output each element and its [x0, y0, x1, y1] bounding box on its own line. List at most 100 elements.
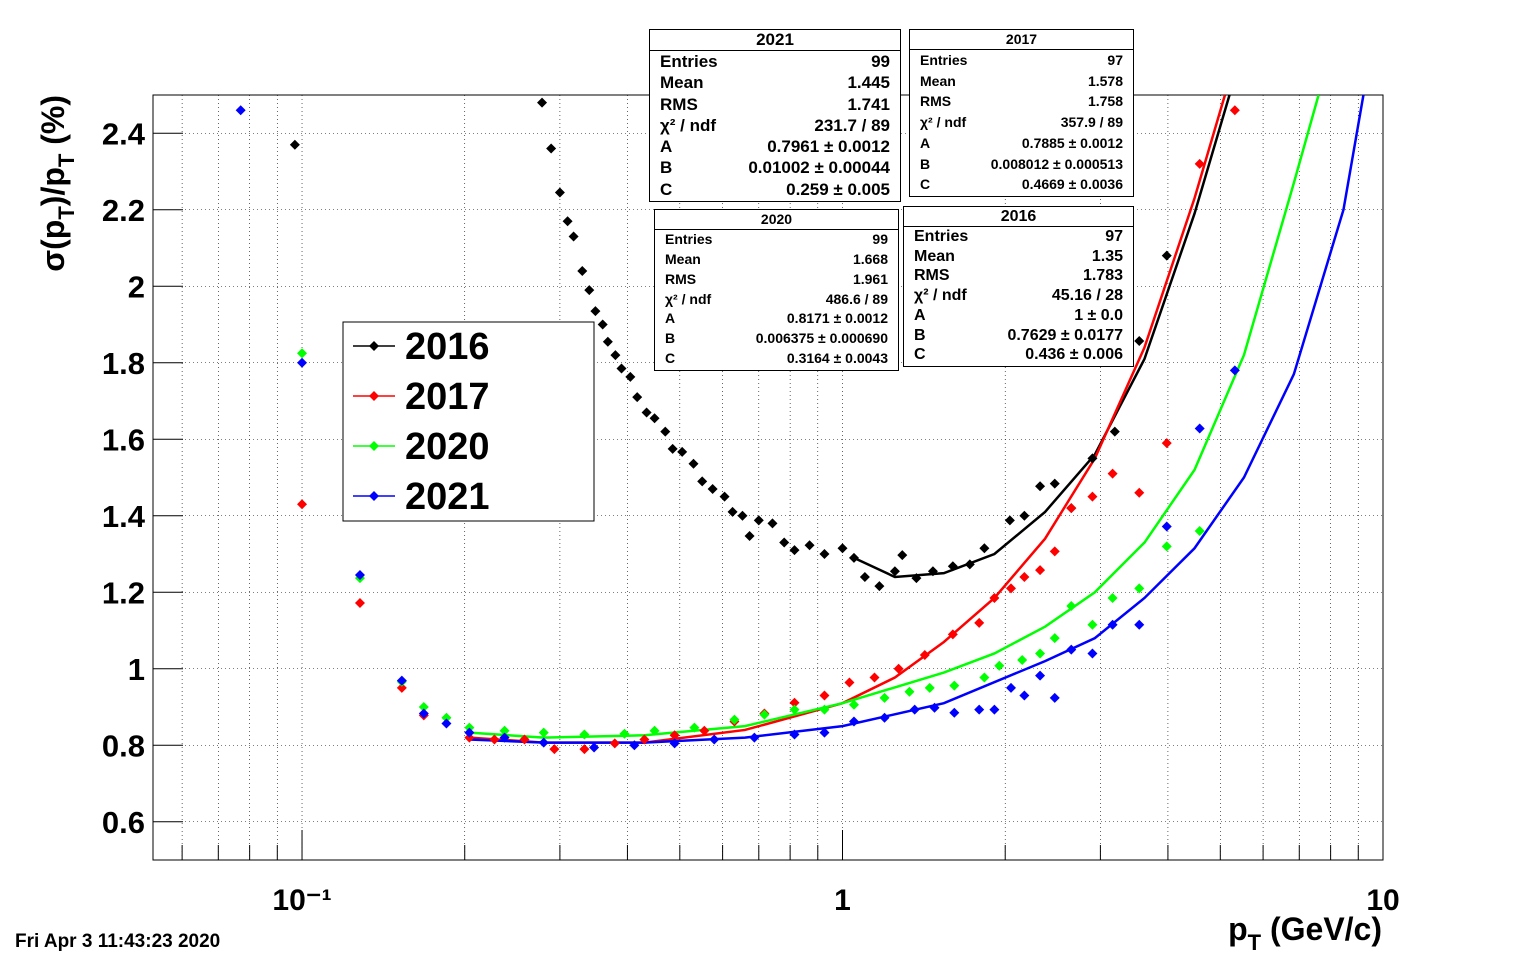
data-point — [1107, 468, 1118, 479]
data-point — [597, 319, 608, 330]
legend-label: 2016 — [405, 326, 490, 368]
data-point — [804, 540, 815, 551]
x-tick-label: 10 — [1366, 884, 1399, 917]
data-point — [1134, 619, 1145, 630]
data-point — [879, 692, 890, 703]
data-point — [297, 348, 308, 359]
stats-row: Mean 1.35 — [904, 247, 1133, 267]
stats-label: C — [914, 346, 926, 364]
data-point — [660, 426, 671, 437]
data-point — [744, 531, 755, 542]
data-point — [590, 306, 601, 317]
y-tick-label: 1.8 — [102, 346, 145, 381]
stats-label: A — [660, 137, 673, 157]
data-point — [1049, 478, 1060, 489]
data-point — [396, 675, 407, 686]
data-point — [584, 285, 595, 296]
data-point — [649, 413, 660, 424]
data-point — [737, 510, 748, 521]
data-point — [697, 476, 708, 487]
data-point — [562, 216, 573, 227]
data-point — [779, 537, 790, 548]
data-point — [689, 722, 700, 733]
data-point — [1019, 690, 1030, 701]
data-point — [554, 187, 565, 198]
stats-row: χ² / ndf 231.7 / 89 — [650, 115, 900, 136]
data-point — [641, 407, 652, 418]
data-point — [1087, 453, 1098, 464]
data-point — [1087, 619, 1098, 630]
data-point — [579, 729, 590, 740]
stats-label: Mean — [665, 250, 701, 267]
stats-value: 1.961 — [852, 270, 888, 287]
stats-value: 0.259 ± 0.005 — [786, 179, 890, 199]
stats-label: Mean — [920, 72, 956, 89]
data-point — [947, 629, 958, 640]
plot-area — [235, 95, 1365, 755]
stats-label: B — [665, 330, 676, 347]
y-tick-label: 2.2 — [102, 193, 145, 228]
stats-value: 99 — [871, 52, 890, 71]
data-point — [1066, 503, 1077, 514]
stats-row: C 0.436 ± 0.006 — [904, 345, 1133, 365]
data-point — [549, 744, 560, 755]
data-point — [964, 559, 975, 570]
data-point — [667, 443, 678, 454]
data-point — [1019, 571, 1030, 582]
stats-title: 2021 — [650, 30, 900, 51]
data-point — [669, 738, 680, 749]
stats-label: B — [914, 326, 926, 344]
legend-marker — [369, 441, 379, 451]
data-point — [235, 105, 246, 116]
data-point — [499, 732, 510, 743]
x-tick-label: 10⁻¹ — [272, 884, 331, 917]
data-point — [897, 550, 908, 561]
data-point — [499, 725, 510, 736]
data-point — [441, 712, 452, 723]
stats-row: χ² / ndf 486.6 / 89 — [655, 290, 898, 310]
data-point — [418, 702, 429, 712]
stats-value: 97 — [1105, 228, 1123, 245]
stats-label: χ² / ndf — [660, 115, 717, 135]
data-point — [538, 727, 549, 738]
fit-curve — [853, 95, 1231, 579]
data-point — [1194, 526, 1205, 537]
stats-value: 1.35 — [1091, 247, 1123, 265]
stats-value: 1 ± 0.0 — [1074, 306, 1123, 324]
data-point — [729, 714, 740, 725]
stats-row: RMS 1.961 — [655, 270, 898, 290]
stats-title: 2016 — [904, 207, 1133, 227]
data-point — [297, 357, 308, 368]
data-point — [577, 265, 588, 276]
y-axis-label: σ(pT)/pT (%) — [35, 95, 79, 272]
stats-label: Entries — [665, 231, 713, 247]
data-point — [354, 597, 365, 608]
stats-label: RMS — [660, 94, 698, 114]
legend-label: 2021 — [405, 476, 490, 518]
data-point — [911, 573, 922, 584]
data-point — [848, 552, 859, 563]
stats-value: 486.6 / 89 — [825, 290, 888, 307]
stats-box: 2017 Entries 97 Mean 1.578 RMS 1.758 χ² / ndf 35… — [909, 29, 1134, 197]
y-tick-label: 1.2 — [102, 575, 145, 610]
stats-label: Mean — [660, 73, 704, 93]
x-axis-label: pT (GeV/c) — [1228, 911, 1382, 955]
stats-title: 2017 — [910, 30, 1133, 50]
stats-row: B 0.008012 ± 0.000513 — [910, 154, 1133, 175]
data-point — [909, 704, 920, 715]
data-point — [418, 708, 429, 719]
stats-row: C 0.259 ± 0.005 — [650, 179, 900, 200]
stats-label: A — [665, 310, 676, 327]
stats-row: Mean 1.668 — [655, 250, 898, 270]
stats-label: C — [660, 179, 673, 199]
stats-row: A 0.7885 ± 0.0012 — [910, 133, 1133, 154]
data-point — [639, 734, 650, 745]
data-point — [927, 566, 938, 577]
data-point — [579, 744, 590, 755]
stats-row: A 0.7961 ± 0.0012 — [650, 136, 900, 157]
data-point — [464, 727, 475, 738]
stats-row: C 0.4669 ± 0.0036 — [910, 174, 1133, 195]
stats-label: χ² / ndf — [914, 287, 967, 305]
stats-value: 0.436 ± 0.006 — [1025, 346, 1123, 364]
